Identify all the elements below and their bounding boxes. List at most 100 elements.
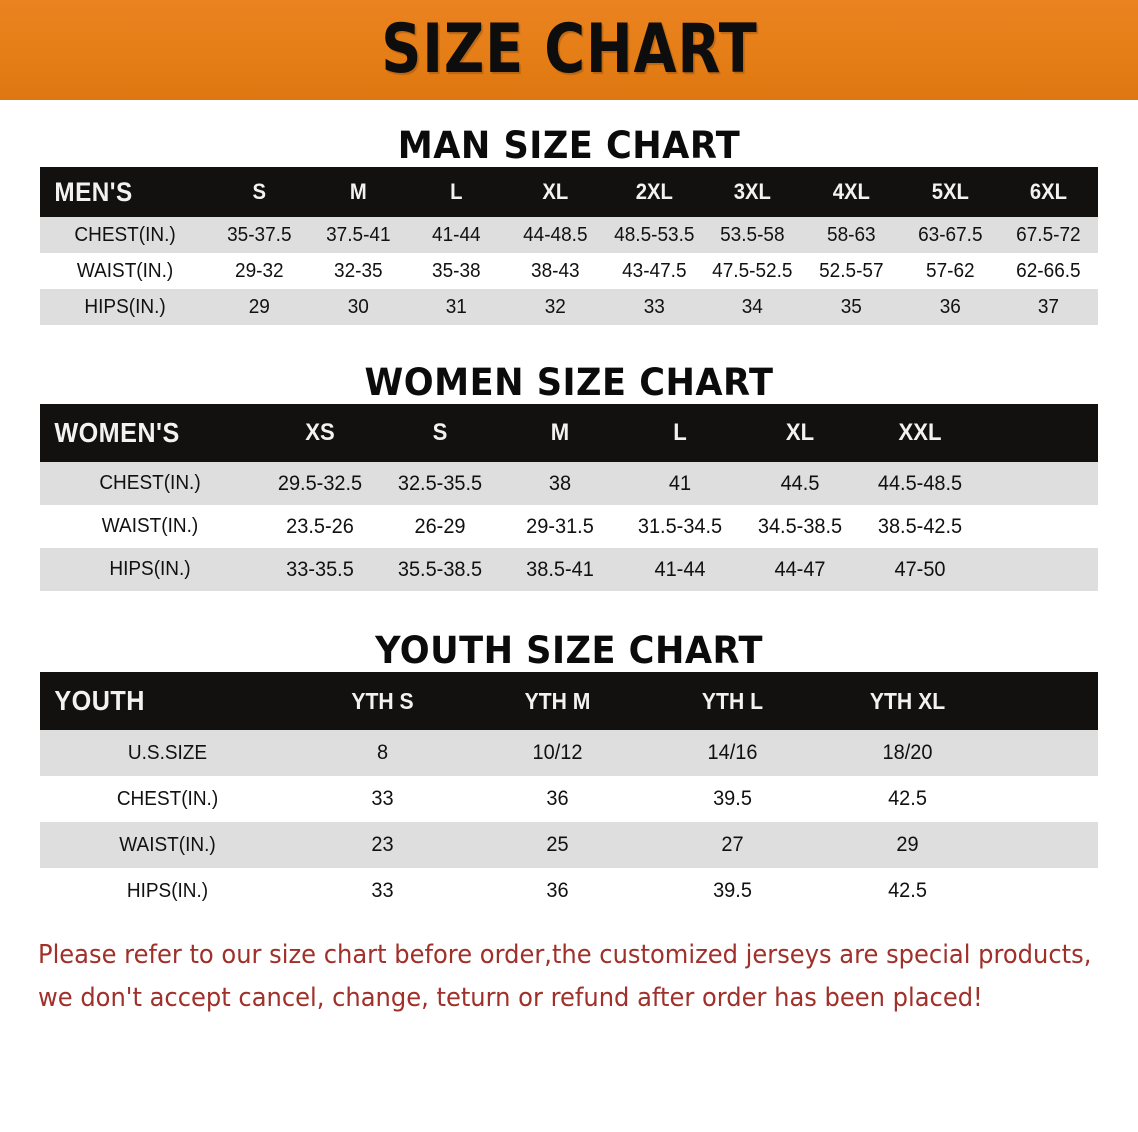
youth-header-label: YOUTH — [54, 685, 145, 716]
table-row: WAIST(IN.) 23.5-26 26-29 29-31.5 31.5-34… — [40, 505, 1098, 548]
man-cell-2-3: 32 — [544, 295, 566, 318]
man-section-title: MAN SIZE CHART — [397, 124, 741, 167]
youth-cell-1-2: 39.5 — [713, 787, 752, 810]
youth-cell-1-spacer — [998, 776, 1096, 822]
footer-line-1: Please refer to our size chart before or… — [38, 940, 1092, 970]
women-cell-2-spacer — [983, 548, 1095, 591]
youth-cell-2-2: 27 — [721, 833, 744, 856]
man-cell-1-1: 32-35 — [333, 259, 383, 282]
youth-row-label-0: U.S.SIZE — [127, 741, 208, 764]
women-row-label-1: WAIST(IN.) — [101, 515, 199, 537]
table-row: HIPS(IN.) 29 30 31 32 33 34 35 36 37 — [40, 289, 1098, 325]
man-col-header-8: 6XL — [1030, 179, 1068, 204]
women-col-header-1: S — [432, 419, 448, 446]
table-row: CHEST(IN.) 35-37.5 37.5-41 41-44 44-48.5… — [40, 217, 1098, 253]
man-row-label-0: CHEST(IN.) — [74, 223, 176, 246]
man-cell-2-2: 31 — [446, 295, 468, 318]
youth-col-header-2: YTH L — [701, 687, 764, 714]
youth-cell-2-spacer — [998, 822, 1096, 868]
youth-col-header-3: YTH XL — [869, 687, 946, 714]
youth-cell-3-3: 42.5 — [888, 879, 927, 902]
youth-row-label-1: CHEST(IN.) — [116, 787, 219, 810]
women-cell-1-0: 23.5-26 — [286, 514, 354, 538]
youth-col-header-0: YTH S — [351, 687, 414, 714]
man-col-header-2: L — [450, 179, 463, 204]
page-title: SIZE CHART — [380, 10, 758, 89]
man-col-header-4: 2XL — [635, 179, 673, 204]
women-cell-1-3: 31.5-34.5 — [637, 514, 723, 538]
youth-cell-0-3: 18/20 — [882, 741, 933, 764]
youth-cell-1-3: 42.5 — [888, 787, 927, 810]
women-cell-0-4: 44.5 — [780, 471, 820, 495]
women-cell-2-5: 47-50 — [894, 557, 946, 581]
youth-row-label-3: HIPS(IN.) — [126, 879, 209, 902]
table-row: WAIST(IN.) 29-32 32-35 35-38 38-43 43-47… — [40, 253, 1098, 289]
youth-header-spacer — [999, 672, 1094, 730]
table-row: HIPS(IN.) 33-35.5 35.5-38.5 38.5-41 41-4… — [40, 548, 1098, 591]
women-cell-1-2: 29-31.5 — [526, 514, 594, 538]
women-col-header-2: M — [550, 419, 570, 446]
man-row-label-1: WAIST(IN.) — [76, 259, 174, 282]
man-cell-0-7: 63-67.5 — [917, 223, 983, 246]
man-header-label: MEN'S — [54, 176, 133, 207]
man-cell-0-2: 41-44 — [432, 223, 481, 246]
man-cell-2-0: 29 — [248, 295, 270, 318]
man-cell-1-8: 62-66.5 — [1016, 259, 1081, 282]
man-col-header-3: XL — [542, 179, 569, 204]
women-cell-2-2: 38.5-41 — [526, 557, 594, 581]
youth-cell-2-0: 23 — [371, 833, 394, 856]
women-col-header-3: L — [673, 419, 687, 446]
man-cell-1-5: 47.5-52.5 — [712, 259, 793, 282]
women-cell-1-5: 38.5-42.5 — [877, 514, 963, 538]
man-cell-0-5: 53.5-58 — [720, 223, 785, 246]
man-row-label-2: HIPS(IN.) — [84, 295, 166, 318]
man-cell-1-0: 29-32 — [235, 259, 284, 282]
women-cell-1-spacer — [983, 505, 1095, 548]
man-col-header-1: M — [349, 179, 367, 204]
women-col-header-5: XXL — [898, 419, 942, 446]
youth-size-table-wrapper: YOUTH YTH S YTH M YTH L YTH XL U.S.SIZE … — [40, 672, 1098, 914]
youth-cell-3-1: 36 — [546, 879, 569, 902]
women-cell-0-1: 32.5-35.5 — [397, 471, 483, 495]
women-cell-0-0: 29.5-32.5 — [277, 471, 363, 495]
table-row: CHEST(IN.) 29.5-32.5 32.5-35.5 38 41 44.… — [40, 462, 1098, 505]
table-row: CHEST(IN.) 33 36 39.5 42.5 — [40, 776, 1098, 822]
women-cell-1-4: 34.5-38.5 — [757, 514, 843, 538]
man-cell-1-3: 38-43 — [531, 259, 580, 282]
women-cell-2-0: 33-35.5 — [286, 557, 354, 581]
youth-cell-2-3: 29 — [896, 833, 919, 856]
youth-cell-0-0: 8 — [376, 741, 389, 764]
man-cell-2-5: 34 — [742, 295, 764, 318]
man-cell-2-7: 36 — [939, 295, 961, 318]
youth-cell-1-1: 36 — [546, 787, 569, 810]
man-col-header-5: 3XL — [734, 179, 772, 204]
youth-row-label-2: WAIST(IN.) — [119, 833, 216, 856]
youth-section-title: YOUTH SIZE CHART — [375, 629, 763, 672]
man-cell-0-4: 48.5-53.5 — [613, 223, 695, 246]
youth-cell-3-spacer — [998, 868, 1096, 914]
man-col-header-6: 4XL — [832, 179, 870, 204]
man-cell-0-1: 37.5-41 — [325, 223, 391, 246]
women-col-header-4: XL — [785, 419, 815, 446]
man-cell-2-8: 37 — [1038, 295, 1060, 318]
man-cell-1-6: 52.5-57 — [819, 259, 884, 282]
women-row-label-2: HIPS(IN.) — [109, 558, 191, 580]
man-cell-0-3: 44-48.5 — [523, 223, 588, 246]
footer-disclaimer: Please refer to our size chart before or… — [38, 934, 1092, 1020]
table-row: U.S.SIZE 8 10/12 14/16 18/20 — [40, 730, 1098, 776]
women-cell-2-3: 41-44 — [654, 557, 706, 581]
women-cell-0-5: 44.5-48.5 — [877, 471, 963, 495]
youth-cell-3-0: 33 — [371, 879, 394, 902]
women-cell-1-1: 26-29 — [414, 514, 466, 538]
youth-cell-0-spacer — [998, 730, 1096, 776]
man-cell-2-6: 35 — [840, 295, 862, 318]
women-size-table-wrapper: WOMEN'S XS S M L XL XXL CHEST(IN.) 29.5-… — [40, 404, 1098, 591]
man-col-header-0: S — [252, 179, 267, 204]
youth-size-table: YOUTH YTH S YTH M YTH L YTH XL U.S.SIZE … — [40, 672, 1098, 914]
women-col-header-0: XS — [305, 419, 335, 446]
women-header-spacer — [985, 404, 1094, 462]
man-table-header-row: MEN'S S M L XL 2XL 3XL 4XL 5XL 6XL — [40, 167, 1098, 217]
man-cell-1-2: 35-38 — [432, 259, 481, 282]
man-cell-0-6: 58-63 — [826, 223, 876, 246]
man-cell-2-1: 30 — [347, 295, 369, 318]
